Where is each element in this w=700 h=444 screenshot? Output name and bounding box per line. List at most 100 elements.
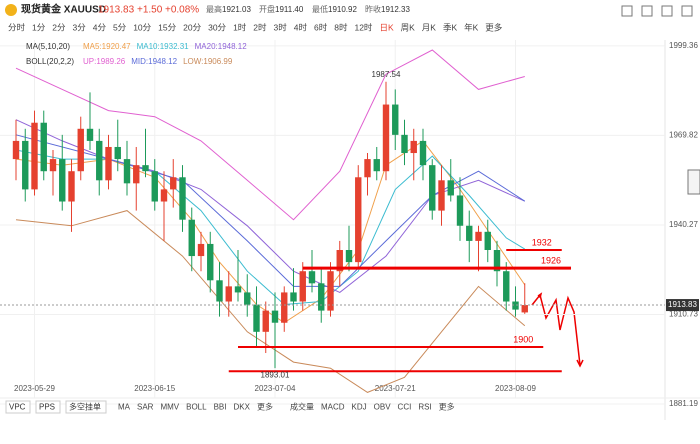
period-tab[interactable]: 6时 bbox=[314, 22, 328, 32]
candle-body bbox=[419, 140, 427, 166]
period-tab[interactable]: 20分 bbox=[183, 22, 201, 32]
period-tab[interactable]: 1时 bbox=[233, 22, 247, 32]
candle-body bbox=[521, 305, 528, 313]
candle-body bbox=[142, 165, 149, 172]
candle-body bbox=[77, 128, 84, 172]
period-tab[interactable]: 2分 bbox=[52, 22, 66, 32]
period-tab[interactable]: 3分 bbox=[72, 22, 86, 32]
indicator-tab[interactable]: MMV bbox=[160, 403, 179, 412]
period-tab[interactable]: 更多 bbox=[485, 22, 503, 32]
stat-value: 1912.33 bbox=[381, 5, 410, 14]
level-label: 1932 bbox=[532, 237, 552, 247]
period-tab[interactable]: 3时 bbox=[274, 22, 288, 32]
indicator-tab[interactable]: CCI bbox=[398, 403, 412, 412]
candle-body bbox=[355, 177, 362, 263]
stat-value: 1911.40 bbox=[275, 5, 304, 14]
candle-body bbox=[475, 231, 482, 241]
candle-body bbox=[484, 231, 491, 250]
period-tab[interactable]: 季K bbox=[443, 22, 458, 32]
stat-label: 开盘 bbox=[259, 4, 275, 14]
toolbar-label[interactable]: 多空挂单 bbox=[69, 402, 101, 412]
candle-body bbox=[466, 225, 473, 241]
stat-label: 最高 bbox=[206, 4, 222, 14]
candle-body bbox=[429, 165, 436, 211]
candle-body bbox=[364, 159, 371, 178]
legend-entry: MA20:1948.12 bbox=[195, 42, 248, 51]
stat-value: 1910.92 bbox=[328, 5, 357, 14]
indicator-tab[interactable]: KDJ bbox=[352, 403, 367, 412]
period-tab[interactable]: 10分 bbox=[133, 22, 151, 32]
period-tab[interactable]: 15分 bbox=[158, 22, 176, 32]
candle-body bbox=[114, 146, 121, 160]
candle-body bbox=[401, 134, 408, 154]
period-tab[interactable]: 4分 bbox=[93, 22, 107, 32]
indicator-tab[interactable]: SAR bbox=[137, 403, 154, 412]
toolbar-button[interactable] bbox=[65, 400, 107, 414]
extreme-label: 1893.01 bbox=[261, 370, 290, 379]
indicator-line bbox=[15, 210, 526, 393]
legend-group: MA(5,10,20) bbox=[26, 42, 70, 51]
icon[interactable] bbox=[661, 5, 673, 17]
indicator-tab[interactable]: OBV bbox=[374, 403, 392, 412]
legend-entry: LOW:1906.99 bbox=[183, 57, 233, 66]
candle-body bbox=[170, 177, 177, 190]
candle-body bbox=[49, 159, 57, 172]
indicator-tab[interactable]: 更多 bbox=[257, 402, 273, 412]
candle-body bbox=[40, 122, 47, 172]
indicator-tab[interactable]: BOLL bbox=[186, 403, 207, 412]
period-tab[interactable]: 12时 bbox=[354, 22, 372, 32]
candle-body bbox=[253, 304, 260, 332]
candle-body bbox=[262, 310, 269, 332]
y-tick-label: 1969.82 bbox=[669, 131, 698, 140]
toolbar-button[interactable] bbox=[5, 400, 31, 414]
candle-body bbox=[207, 243, 214, 281]
indicator-tab[interactable]: MA bbox=[118, 403, 131, 412]
price-tag-label: 1913.83 bbox=[668, 300, 697, 309]
toolbar-label[interactable]: PPS bbox=[39, 403, 55, 412]
candle-body bbox=[105, 146, 112, 181]
candle-body bbox=[86, 128, 94, 141]
indicator-tab[interactable]: DKX bbox=[234, 403, 251, 412]
level-label: 1900 bbox=[513, 334, 533, 344]
period-tab[interactable]: 4时 bbox=[294, 22, 308, 32]
period-tab[interactable]: 5分 bbox=[113, 22, 127, 32]
candle-body bbox=[96, 140, 103, 181]
candle-body bbox=[188, 219, 195, 257]
candle-body bbox=[447, 180, 454, 196]
candle-body bbox=[234, 286, 242, 293]
icon[interactable] bbox=[621, 5, 633, 17]
period-tab[interactable]: 1分 bbox=[32, 22, 46, 32]
side-toggle[interactable] bbox=[687, 169, 700, 195]
symbol-name: 现货黄金 XAUUSD bbox=[21, 3, 106, 16]
period-tab[interactable]: 2时 bbox=[253, 22, 267, 32]
indicator-tab[interactable]: BBI bbox=[214, 403, 227, 412]
candle-body bbox=[299, 271, 306, 302]
toolbar-button[interactable] bbox=[35, 400, 61, 414]
x-tick-label: 2023-05-29 bbox=[14, 384, 55, 393]
icon[interactable] bbox=[641, 5, 653, 17]
price-tag bbox=[666, 299, 699, 312]
x-tick-label: 2023-08-09 bbox=[495, 384, 536, 393]
candle-body bbox=[12, 140, 20, 160]
period-tab[interactable]: 8时 bbox=[334, 22, 348, 32]
candle-body bbox=[123, 159, 131, 184]
toolbar-label[interactable]: VPC bbox=[9, 403, 26, 412]
period-tab[interactable]: 日K bbox=[379, 22, 394, 32]
legend-group: BOLL(20,2,2) bbox=[26, 57, 74, 66]
y-tick-label: 1881.19 bbox=[669, 399, 698, 408]
indicator-tab[interactable]: 成交量 bbox=[290, 402, 314, 412]
indicator-tab[interactable]: RSI bbox=[418, 403, 431, 412]
tool-icons[interactable] bbox=[621, 5, 700, 195]
price: 1913.83 bbox=[98, 5, 135, 16]
period-tab[interactable]: 30分 bbox=[208, 22, 226, 32]
y-tick-label: 1999.36 bbox=[669, 41, 698, 50]
indicator-tab[interactable]: MACD bbox=[321, 403, 345, 412]
period-tab[interactable]: 月K bbox=[422, 22, 437, 32]
period-tab[interactable]: 年K bbox=[464, 22, 479, 32]
period-tab[interactable]: 分时 bbox=[8, 22, 26, 32]
icon[interactable] bbox=[681, 5, 693, 17]
indicator-tab[interactable]: 更多 bbox=[439, 402, 455, 412]
change: +1.50 bbox=[137, 5, 163, 16]
period-tab[interactable]: 周K bbox=[401, 22, 416, 32]
